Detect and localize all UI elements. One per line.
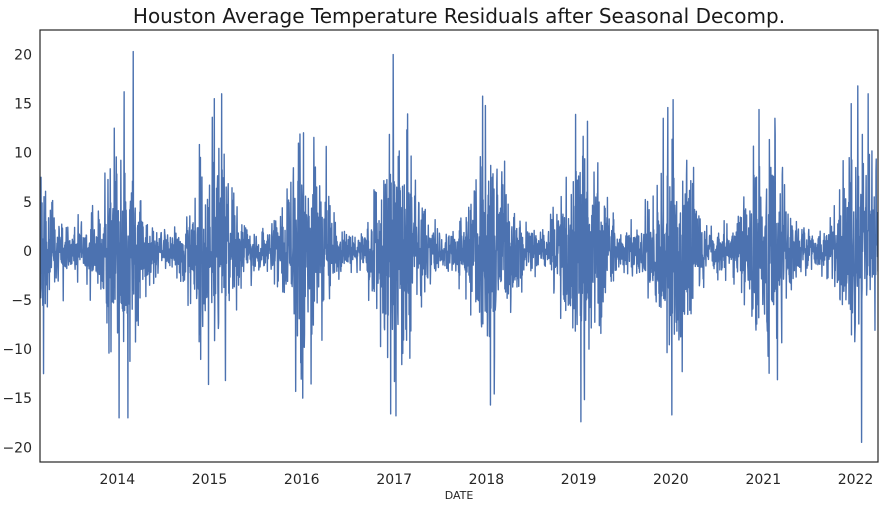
y-tick-label: 5	[23, 195, 32, 211]
y-tick-label: 10	[14, 146, 32, 162]
x-tick-label: 2018	[469, 472, 505, 488]
series-line	[40, 50, 878, 444]
x-tick-label: 2017	[376, 472, 412, 488]
x-tick-label: 2015	[192, 472, 228, 488]
x-tick-label: 2021	[745, 472, 781, 488]
x-tick-label: 2020	[653, 472, 689, 488]
residuals-series	[40, 50, 878, 444]
y-tick-label: −5	[11, 293, 32, 309]
x-axis: 2014 2015 2016 2017 2018 2019 2020 2021 2022	[99, 472, 873, 488]
x-tick-label: 2014	[99, 472, 135, 488]
y-tick-label: 0	[23, 244, 32, 260]
x-tick-label: 2022	[838, 472, 874, 488]
x-tick-label: 2016	[284, 472, 320, 488]
y-tick-label: 20	[14, 48, 32, 64]
y-axis: 20 15 10 5 0 −5 −10 −15 −20	[2, 48, 32, 457]
x-tick-label: 2019	[561, 472, 597, 488]
plot-area	[39, 29, 879, 463]
y-tick-label: −15	[2, 391, 32, 407]
y-tick-label: −10	[2, 342, 32, 358]
chart-title: Houston Average Temperature Residuals af…	[133, 4, 785, 28]
y-tick-label: −20	[2, 440, 32, 456]
y-tick-label: 15	[14, 97, 32, 113]
x-axis-label: DATE	[445, 489, 474, 502]
plot-frame	[39, 29, 879, 463]
